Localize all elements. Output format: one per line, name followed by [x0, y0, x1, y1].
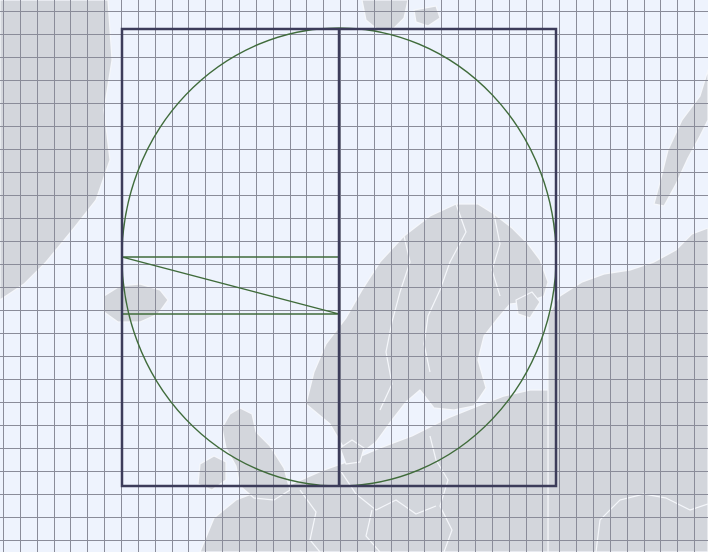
construction-overlay: [120, 27, 558, 488]
diagonal-construction-line: [121, 256, 340, 315]
border-central-europe: [299, 469, 437, 552]
iceland-island: [103, 283, 169, 323]
border-finland-russia: [491, 213, 501, 297]
border-baltics: [429, 435, 453, 552]
